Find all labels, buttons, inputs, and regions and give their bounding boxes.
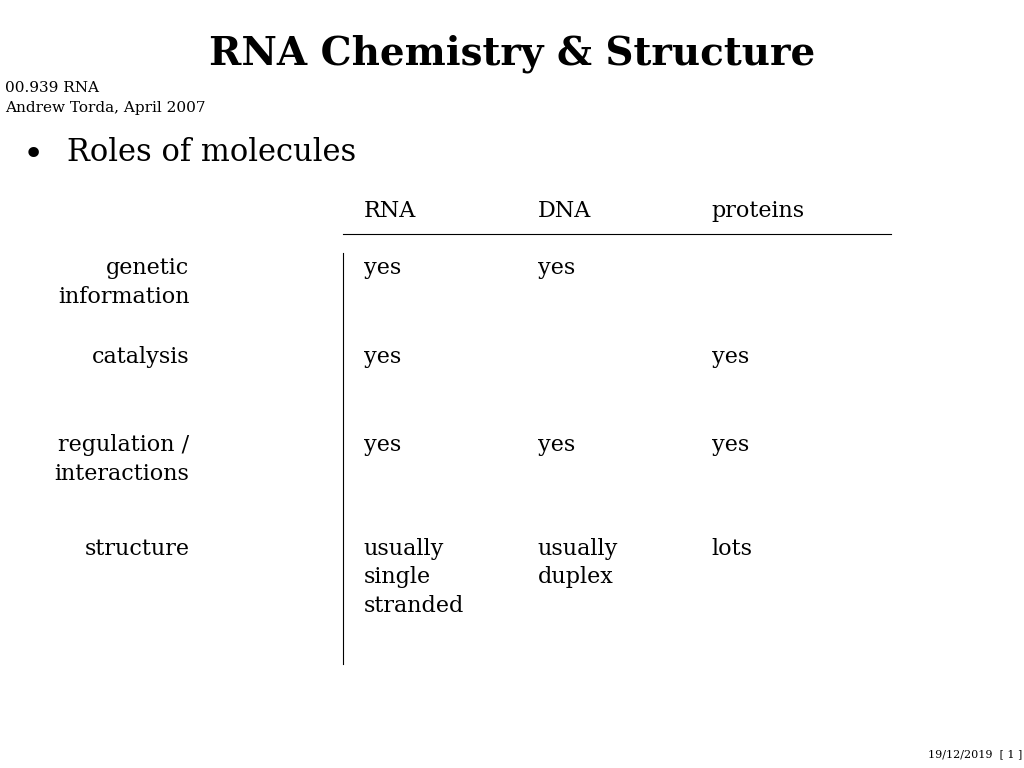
Text: yes: yes bbox=[538, 257, 574, 280]
Text: usually
single
stranded: usually single stranded bbox=[364, 538, 464, 617]
Text: structure: structure bbox=[84, 538, 189, 560]
Text: 19/12/2019  [ 1 ]: 19/12/2019 [ 1 ] bbox=[928, 749, 1022, 759]
Text: usually
duplex: usually duplex bbox=[538, 538, 617, 588]
Text: yes: yes bbox=[364, 257, 400, 280]
Text: DNA: DNA bbox=[538, 200, 591, 222]
Text: yes: yes bbox=[364, 346, 400, 368]
Text: yes: yes bbox=[364, 434, 400, 456]
Text: Roles of molecules: Roles of molecules bbox=[67, 137, 355, 167]
Text: •: • bbox=[23, 138, 44, 172]
Text: yes: yes bbox=[712, 434, 749, 456]
Text: catalysis: catalysis bbox=[92, 346, 189, 368]
Text: yes: yes bbox=[538, 434, 574, 456]
Text: Andrew Torda, April 2007: Andrew Torda, April 2007 bbox=[5, 101, 206, 115]
Text: lots: lots bbox=[712, 538, 753, 560]
Text: genetic
information: genetic information bbox=[58, 257, 189, 308]
Text: yes: yes bbox=[712, 346, 749, 368]
Text: RNA: RNA bbox=[364, 200, 416, 222]
Text: 00.939 RNA: 00.939 RNA bbox=[5, 81, 99, 94]
Text: regulation /
interactions: regulation / interactions bbox=[54, 434, 189, 485]
Text: proteins: proteins bbox=[712, 200, 805, 222]
Text: RNA Chemistry & Structure: RNA Chemistry & Structure bbox=[209, 35, 815, 73]
